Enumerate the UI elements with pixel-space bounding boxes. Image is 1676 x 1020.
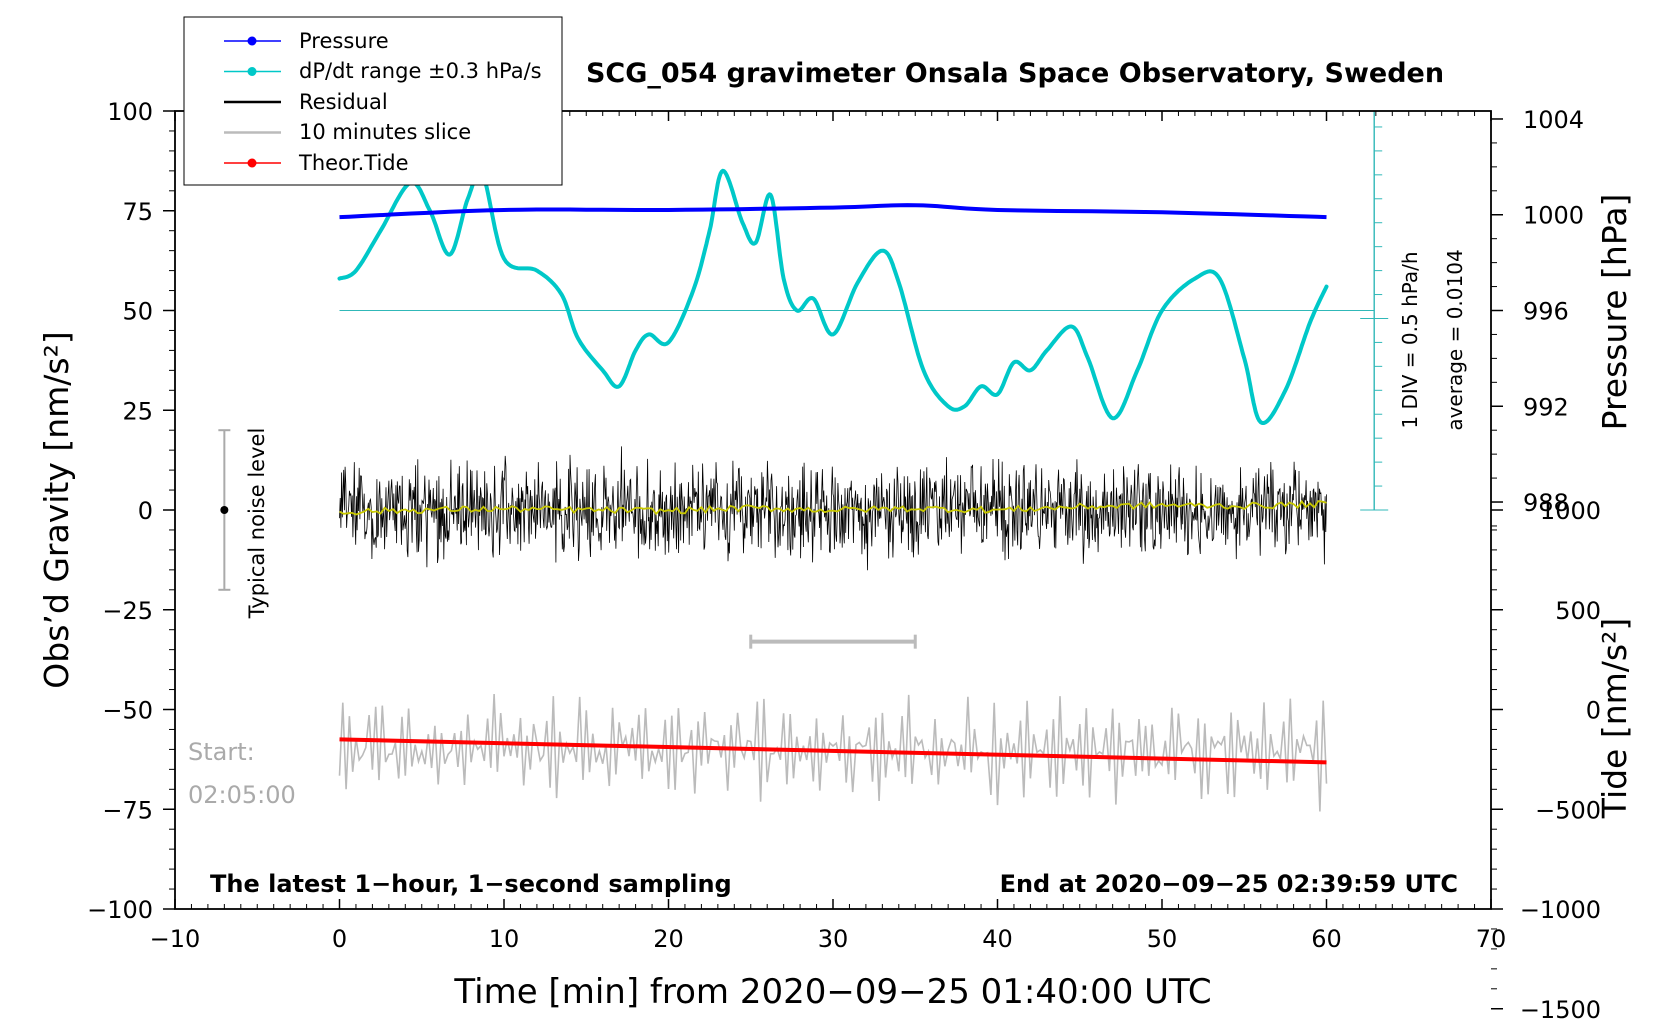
y-tick-label: −25 (102, 597, 153, 625)
x-tick-label: 50 (1147, 925, 1178, 953)
y-tick-label: −50 (102, 697, 153, 725)
tide-tick-label: 500 (1555, 597, 1601, 625)
legend-label-slice: 10 minutes slice (299, 120, 471, 144)
pressure-tick-label: 1000 (1523, 202, 1584, 230)
tide-tick-label: −1000 (1520, 896, 1601, 924)
series-residual-smoothed (339, 499, 1327, 516)
series-slice (338, 693, 1328, 812)
legend: Pressure dP/dt range ±0.3 hPa/s Residual… (183, 16, 563, 186)
pressure-scale-div-label: 1 DIV = 0.5 hPa/h (1398, 251, 1422, 428)
chart-title: SCG_054 gravimeter Onsala Space Observat… (586, 58, 1444, 89)
y-tick-label: 100 (107, 98, 153, 126)
legend-swatch-marker (247, 36, 257, 46)
series-tide (339, 737, 1327, 765)
y-axis-label-tide: Tide [nm/s²] (1595, 618, 1634, 819)
pressure-tick-label: 992 (1523, 393, 1569, 421)
y-tick-label: 50 (122, 298, 153, 326)
slice-start-label: Start: (188, 738, 255, 766)
y-tick-label: 0 (138, 497, 153, 525)
tide-tick-label: −1500 (1520, 996, 1601, 1020)
series-residual (339, 446, 1327, 571)
series-pressure (339, 203, 1327, 220)
y-tick-label: −100 (87, 896, 153, 924)
series-dpdt (337, 168, 1329, 425)
annotation-end-time: End at 2020−09−25 02:39:59 UTC (1000, 870, 1458, 898)
axes-layer: −10 0 10 20 30 40 50 60 701007550250−25−50−75−10… (87, 98, 1601, 1020)
x-tick-label: 10 (489, 925, 520, 953)
noise-level-label: Typical noise level (245, 428, 269, 620)
y-axis-label-pressure: Pressure [hPa] (1595, 194, 1634, 431)
x-tick-label: 40 (982, 925, 1013, 953)
y-axis-label-left: Obs’d Gravity [nm/s²] (37, 331, 76, 688)
y-tick-label: −75 (102, 796, 153, 824)
y-tick-label: 25 (122, 397, 153, 425)
pressure-tick-label: 1004 (1523, 106, 1584, 134)
tide-tick-label: −500 (1535, 796, 1601, 824)
data-layer (218, 111, 1389, 812)
x-tick-label: 20 (653, 925, 684, 953)
pressure-scale-average-label: average = 0.0104 (1443, 249, 1467, 430)
noise-bar-center (220, 506, 229, 514)
y-tick-label: 75 (122, 198, 153, 226)
tide-tick-label: 0 (1586, 697, 1601, 725)
annotation-sampling: The latest 1−hour, 1−second sampling (210, 870, 732, 898)
legend-label-pressure: Pressure (299, 29, 389, 53)
legend-label-residual: Residual (299, 90, 388, 114)
pressure-tick-label: 988 (1523, 489, 1569, 517)
slice-start-time: 02:05:00 (188, 781, 296, 809)
x-tick-label: 60 (1311, 925, 1342, 953)
legend-label-dpdt: dP/dt range ±0.3 hPa/s (299, 59, 542, 83)
x-tick-label: −10 (150, 925, 201, 953)
x-tick-label: 30 (818, 925, 849, 953)
pressure-tick-label: 996 (1523, 298, 1569, 326)
x-axis-label: Time [min] from 2020−09−25 01:40:00 UTC (453, 972, 1211, 1012)
legend-swatch-marker (247, 158, 257, 168)
x-tick-label: 70 (1476, 925, 1507, 953)
x-tick-label: 0 (332, 925, 347, 953)
legend-swatches (224, 36, 281, 168)
legend-swatch-marker (247, 67, 257, 76)
tide-tick-label: 1000 (1540, 497, 1601, 525)
legend-label-tide: Theor.Tide (298, 151, 409, 175)
